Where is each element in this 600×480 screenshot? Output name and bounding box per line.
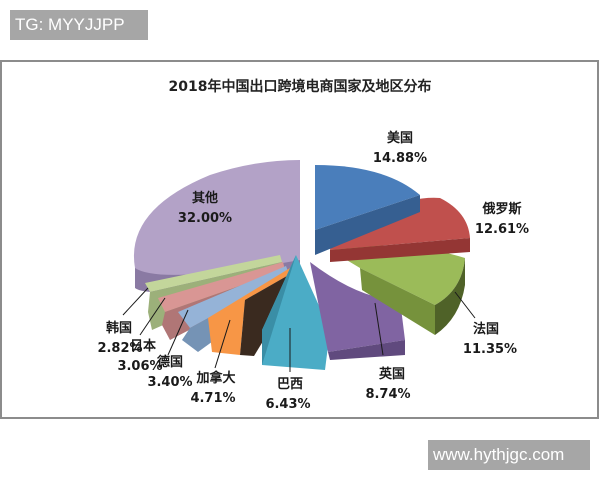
slice-brazil [262,255,330,370]
label-france-value: 11.35% [463,342,517,357]
label-france-name: 法国 [473,321,499,337]
slice-usa [315,165,420,255]
watermark-bottom-right: www.hythjgc.com [428,440,590,470]
label-japan-value: 3.06% [117,359,162,374]
label-usa-value: 14.88% [373,151,427,166]
label-korea-value: 2.82% [97,341,142,356]
label-others-name: 其他 [192,190,218,206]
label-russia-name: 俄罗斯 [481,201,521,217]
label-brazil-name: 巴西 [277,377,303,392]
label-canada-name: 加拿大 [195,370,235,386]
data-labels: 美国 14.88% 俄罗斯 12.61% 法国 11.35% 英国 8.74% … [97,130,529,412]
label-uk-name: 英国 [378,366,405,382]
chart-title: 2018年中国出口跨境电商国家及地区分布 [168,79,432,95]
slice-russia [330,197,470,262]
watermark-top-left: TG: MYYJJPP [10,10,148,40]
slice-france [330,245,465,335]
label-others-value: 32.00% [178,211,232,226]
label-germany-name: 德国 [157,354,183,370]
label-canada-value: 4.71% [190,391,235,406]
leader-lines [122,287,476,372]
label-usa-name: 美国 [387,130,413,146]
label-germany-value: 3.40% [147,375,192,390]
label-brazil-value: 6.43% [265,397,310,412]
label-japan-name: 日本 [130,338,156,354]
label-korea-name: 韩国 [106,320,132,336]
label-uk-value: 8.74% [365,387,410,402]
label-russia-value: 12.61% [475,222,529,237]
slice-uk [310,262,405,360]
